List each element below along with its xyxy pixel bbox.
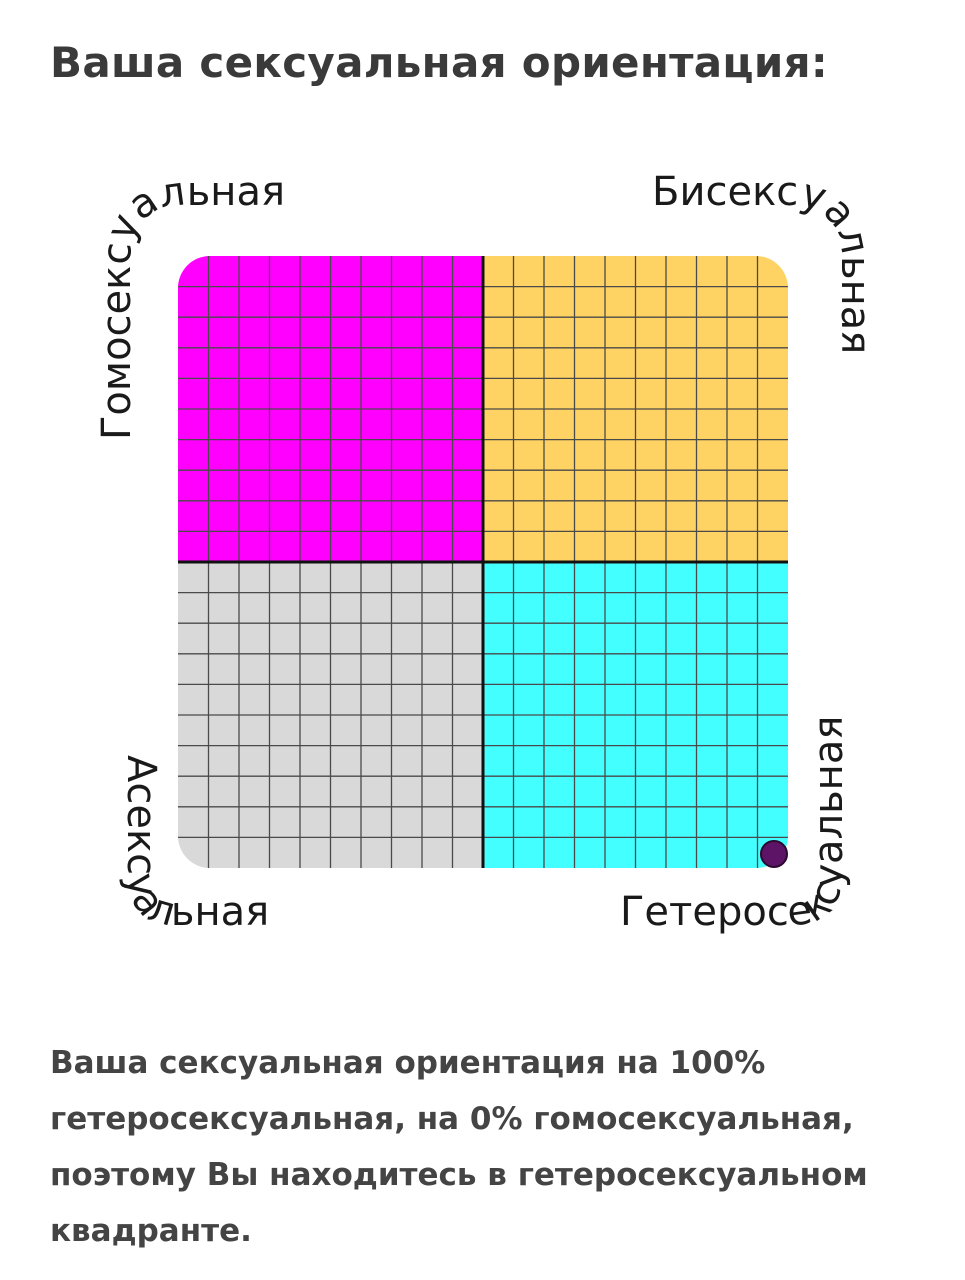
result-marker: [760, 840, 788, 868]
page-title: Ваша сексуальная ориентация:: [50, 38, 828, 87]
result-text: Ваша сексуальная ориентация на 100% гете…: [50, 1045, 868, 1249]
orientation-chart: Гомосексуальная Бисексуальная Асексуальн…: [94, 168, 879, 935]
